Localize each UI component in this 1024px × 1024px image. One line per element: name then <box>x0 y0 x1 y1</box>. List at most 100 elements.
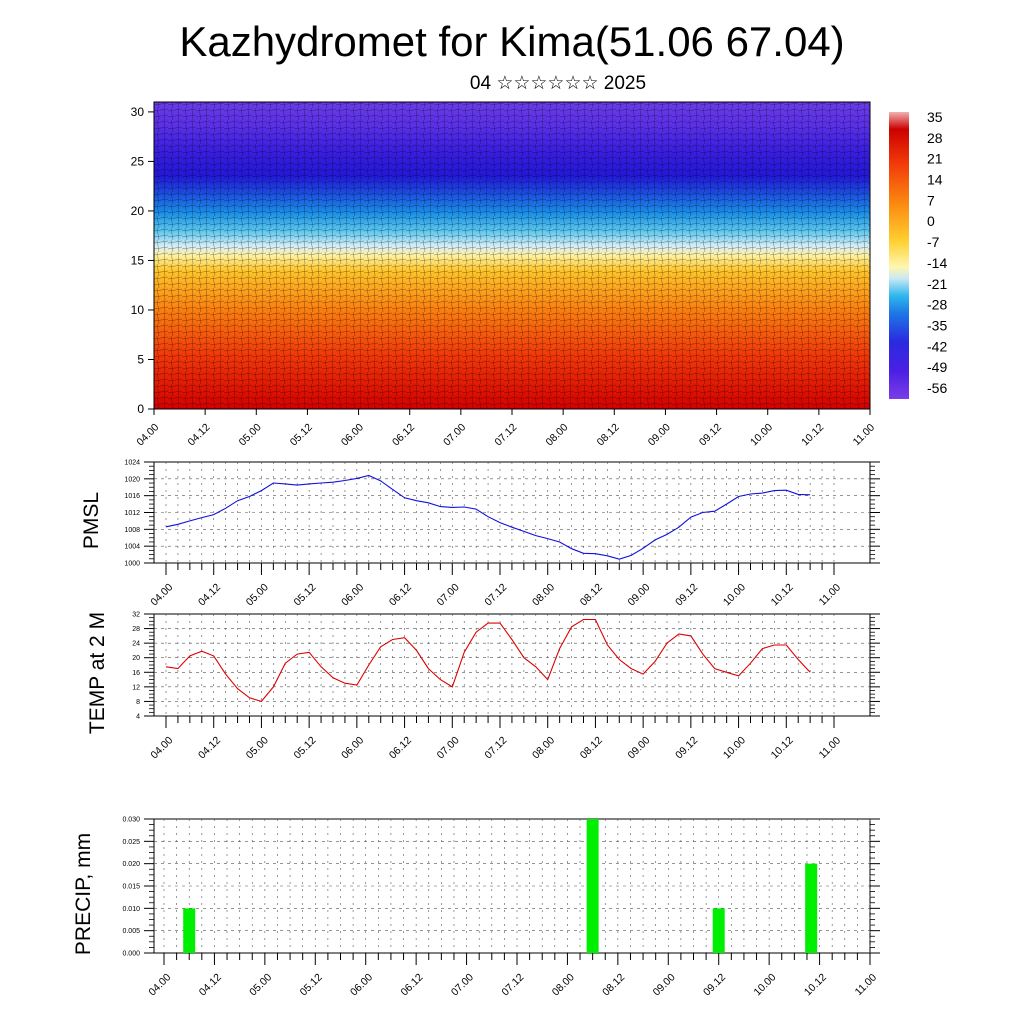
precip-x-tick-label: 05.00 <box>247 971 274 998</box>
precip-x-tick-label: 06.00 <box>348 971 375 998</box>
pmsl-x-tick-label: 07.12 <box>482 581 509 608</box>
precip-bar <box>712 908 725 953</box>
precip-x-tick-label: 08.00 <box>550 971 577 998</box>
precip-x-tick-label: 10.12 <box>802 971 829 998</box>
pmsl-x-tick-label: 10.12 <box>769 581 796 608</box>
temp-x-tick-label: 10.12 <box>769 734 796 761</box>
precip-x-tick-label: 10.00 <box>751 971 778 998</box>
precip-y-tick-label: 0.005 <box>122 928 140 935</box>
profile-y-tick-label: 25 <box>131 154 145 168</box>
profile-x-tick-label: 07.12 <box>492 421 519 448</box>
profile-y-tick-label: 0 <box>137 402 144 416</box>
colorbar-label: 21 <box>927 151 943 167</box>
pmsl-series-line <box>165 474 811 560</box>
colorbar-label: 14 <box>927 172 943 188</box>
precip-y-tick-label: 0.000 <box>122 951 140 958</box>
pmsl-x-tick-label: 04.12 <box>196 581 223 608</box>
profile-x-tick-label: 06.12 <box>390 421 417 448</box>
precip-x-tick-label: 07.12 <box>499 971 526 998</box>
pmsl-x-tick-label: 11.00 <box>817 582 844 609</box>
profile-x-tick-label: 05.00 <box>237 421 264 448</box>
temp-panel: 4 8 12 16 20 24 28 32 04.00 04.12 05.00 05.12 06.00 0… <box>86 612 880 762</box>
chart-subtitle: 04 ☆☆☆☆☆☆ 2025 <box>469 73 647 94</box>
temp-y-tick-label: 16 <box>132 670 140 677</box>
colorbar-label: -42 <box>927 338 947 354</box>
pmsl-x-tick-label: 09.12 <box>673 581 700 608</box>
temp-x-tick-label: 09.00 <box>625 734 652 761</box>
profile-x-tick-label: 08.12 <box>595 421 622 448</box>
precip-ylabel: PRECIP, mm <box>72 833 95 955</box>
pmsl-y-tick-label: 1008 <box>124 527 140 534</box>
pmsl-y-tick-label: 1016 <box>124 493 140 500</box>
profile-x-tick-label: 09.12 <box>697 421 724 448</box>
wind-barbs-overlay <box>154 102 870 409</box>
colorbar-label: -35 <box>927 317 947 333</box>
temp-ylabel: TEMP at 2 M <box>86 612 109 734</box>
profile-y-tick-label: 30 <box>131 105 145 119</box>
precip-panel: 0.000 0.005 0.010 0.015 0.020 0.025 0.030 04.00… <box>72 817 880 999</box>
profile-y-tick-label: 10 <box>131 303 145 317</box>
pmsl-x-tick-label: 10.00 <box>721 581 748 608</box>
profile-x-tick-label: 05.12 <box>288 421 315 448</box>
temp-y-tick-label: 32 <box>132 612 140 619</box>
pmsl-x-tick-label: 05.12 <box>291 581 318 608</box>
precip-x-tick-label: 05.12 <box>298 971 325 998</box>
temp-y-tick-label: 4 <box>136 714 140 721</box>
precip-bar <box>586 819 599 953</box>
pmsl-x-tick-label: 08.00 <box>530 581 557 608</box>
pmsl-x-tick-label: 08.12 <box>578 581 605 608</box>
colorbar-label: -49 <box>927 359 947 375</box>
precip-x-tick-label: 06.12 <box>398 971 425 998</box>
chart-title: Kazhydromet for Kima(51.06 67.04) <box>179 18 845 65</box>
pmsl-y-tick-label: 1000 <box>124 561 140 568</box>
pmsl-x-tick-label: 05.00 <box>244 581 271 608</box>
temp-x-tick-label: 10.00 <box>721 734 748 761</box>
pmsl-x-tick-label: 06.00 <box>339 581 366 608</box>
temp-x-tick-label: 07.12 <box>482 734 509 761</box>
temp-x-tick-label: 06.00 <box>339 734 366 761</box>
temp-x-tick-label: 08.12 <box>578 734 605 761</box>
colorbar-label: -56 <box>927 380 947 396</box>
colorbar-label: -28 <box>927 297 947 313</box>
colorbar-label: 35 <box>927 109 943 125</box>
precip-y-tick-label: 0.015 <box>122 884 140 891</box>
pmsl-y-tick-label: 1020 <box>124 476 140 483</box>
precip-x-tick-label: 09.12 <box>701 971 728 998</box>
temp-x-tick-label: 05.00 <box>244 734 271 761</box>
profile-y-tick-label: 20 <box>131 204 145 218</box>
temp-x-tick-label: 06.12 <box>387 734 414 761</box>
temp-x-tick-label: 08.00 <box>530 734 557 761</box>
pmsl-y-tick-label: 1004 <box>124 544 140 551</box>
colorbar-label: 0 <box>927 213 935 229</box>
profile-x-tick-label: 10.12 <box>799 421 826 448</box>
precip-x-tick-label: 04.00 <box>146 971 173 998</box>
precip-x-tick-label: 09.00 <box>651 971 678 998</box>
profile-x-tick-label: 10.00 <box>748 421 775 448</box>
profile-x-tick-label: 04.00 <box>134 421 161 448</box>
precip-y-tick-label: 0.025 <box>122 839 140 846</box>
profile-x-tick-label: 06.00 <box>339 421 366 448</box>
pmsl-y-tick-label: 1012 <box>124 510 140 517</box>
pmsl-y-tick-label: 1024 <box>124 460 140 467</box>
temp-y-tick-label: 24 <box>132 641 140 648</box>
precip-y-tick-label: 0.020 <box>122 861 140 868</box>
temp-y-tick-label: 12 <box>132 684 140 691</box>
profile-x-tick-label: 04.12 <box>185 421 212 448</box>
temp-y-tick-label: 28 <box>132 626 140 633</box>
precip-x-tick-label: 08.12 <box>600 971 627 998</box>
pmsl-panel: 1000 1004 1008 1012 1016 1020 1024 04.00 04.12 05… <box>80 460 880 609</box>
pmsl-ylabel: PMSL <box>80 492 103 549</box>
profile-panel: 0 5 10 15 20 25 30 04.00 04.12 05.00 05.12 06.00 06.… <box>131 101 947 448</box>
colorbar-label: 28 <box>927 130 943 146</box>
precip-y-tick-label: 0.030 <box>122 817 140 824</box>
precip-bar <box>805 863 818 953</box>
colorbar-label: 7 <box>927 192 935 208</box>
precip-x-tick-label: 04.12 <box>197 971 224 998</box>
profile-y-tick-label: 5 <box>137 352 144 366</box>
pmsl-x-tick-label: 09.00 <box>625 581 652 608</box>
precip-x-tick-label: 11.00 <box>853 972 880 999</box>
colorbar-label: -7 <box>927 234 940 250</box>
profile-y-tick-label: 15 <box>131 253 145 267</box>
temp-x-tick-label: 11.00 <box>817 735 844 762</box>
